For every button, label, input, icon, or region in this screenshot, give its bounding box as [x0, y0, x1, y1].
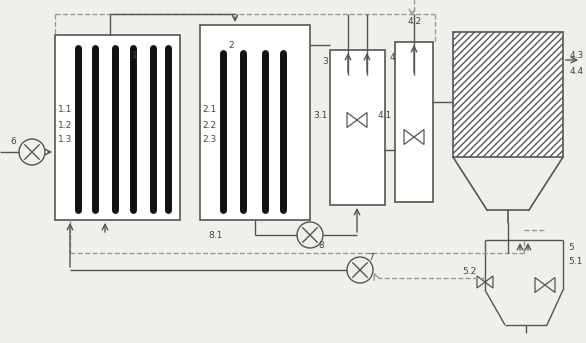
Text: 1.1: 1.1: [58, 106, 73, 115]
Text: 8.1: 8.1: [208, 232, 222, 240]
Text: 8: 8: [318, 241, 323, 250]
Text: 1.3: 1.3: [58, 135, 73, 144]
Bar: [453, 32, 563, 157]
Text: 4: 4: [390, 54, 396, 62]
Text: 2.3: 2.3: [202, 135, 216, 144]
Bar: [395, 42, 433, 202]
Text: 5.1: 5.1: [568, 258, 582, 267]
Text: 4.4: 4.4: [570, 68, 584, 76]
Text: 5: 5: [568, 244, 574, 252]
Bar: [330, 50, 385, 205]
Text: 4.3: 4.3: [570, 50, 584, 59]
Text: 5.2: 5.2: [462, 268, 476, 276]
Text: 2.2: 2.2: [202, 120, 216, 130]
Text: 4.1: 4.1: [378, 110, 392, 119]
Text: 7: 7: [368, 253, 374, 262]
Bar: [55, 35, 180, 220]
Text: 1: 1: [132, 50, 138, 59]
Text: 1.2: 1.2: [58, 120, 72, 130]
Text: 3: 3: [322, 58, 328, 67]
Text: 2: 2: [228, 40, 234, 49]
Text: 2.1: 2.1: [202, 106, 216, 115]
Text: 4.2: 4.2: [408, 17, 422, 26]
Text: 3.1: 3.1: [313, 110, 328, 119]
Bar: [200, 25, 310, 220]
Text: 6: 6: [10, 138, 16, 146]
